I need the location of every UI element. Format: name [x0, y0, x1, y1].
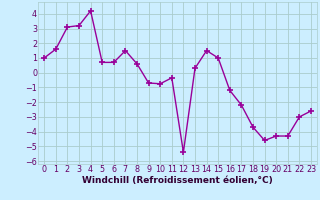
- X-axis label: Windchill (Refroidissement éolien,°C): Windchill (Refroidissement éolien,°C): [82, 176, 273, 185]
